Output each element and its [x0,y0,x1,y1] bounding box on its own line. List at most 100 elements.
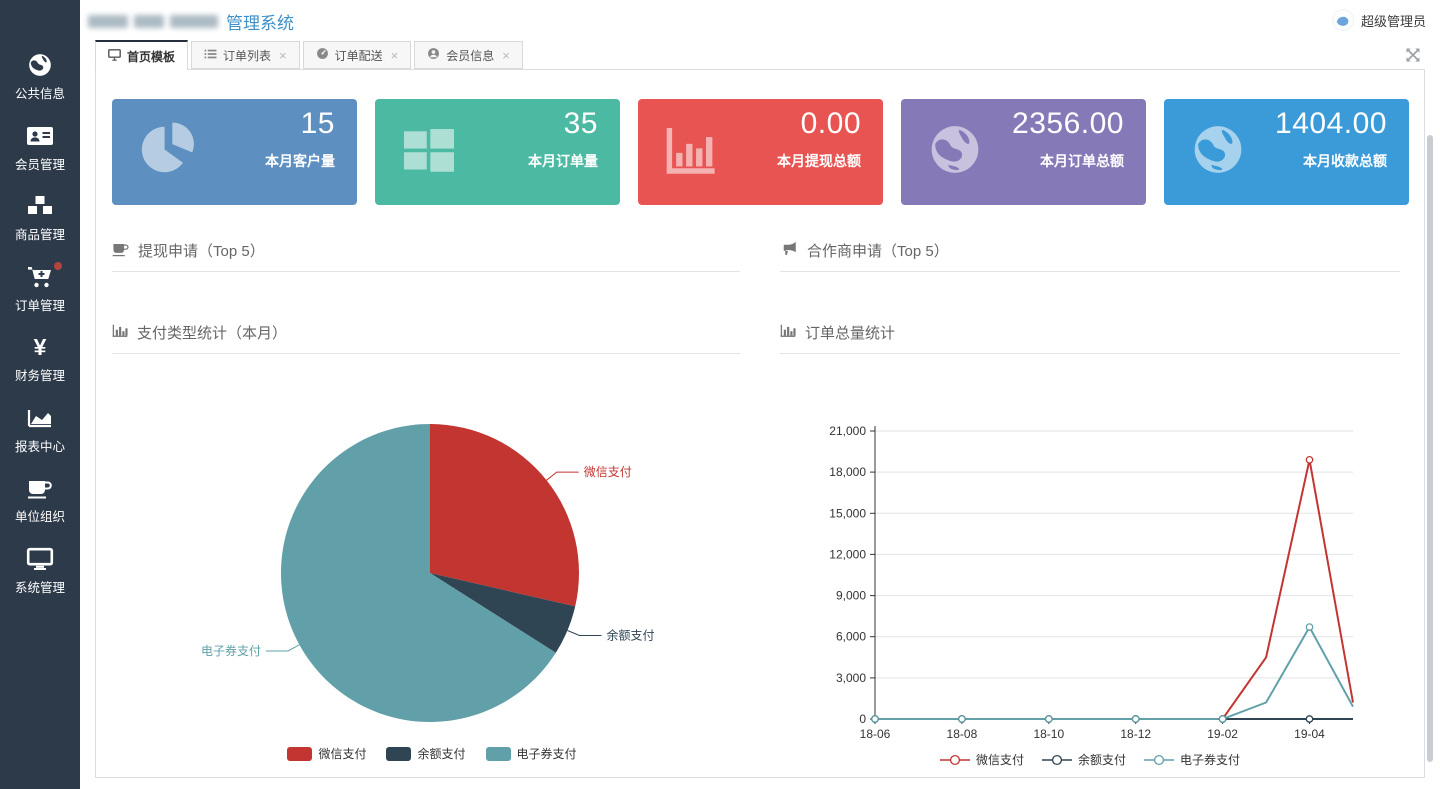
globe-icon [27,52,53,78]
svg-text:18,000: 18,000 [829,465,866,479]
user-menu[interactable]: 超级管理员 [1331,9,1426,31]
page-title: 管理系统 [226,13,294,33]
sidebar-item-public-info[interactable]: 公共信息 [0,42,80,113]
stat-value: 15 [300,107,335,140]
line-legend-item[interactable]: 余额支付 [1041,751,1126,768]
windows-icon [401,125,457,180]
svg-text:12,000: 12,000 [829,547,866,561]
tab-label: 会员信息 [446,48,495,63]
coffee-icon [112,241,129,261]
pie-legend-item[interactable]: 电子券支付 [485,745,577,762]
svg-text:6,000: 6,000 [836,630,866,644]
list-icon [204,48,217,63]
avatar[interactable] [1331,9,1354,31]
svg-text:电子券支付: 电子券支付 [201,643,261,658]
desktop-icon [108,48,121,64]
area-chart-icon [26,405,54,431]
section-withdraw-requests: 提现申请（Top 5） [112,230,740,272]
stat-value: 1404.00 [1275,107,1387,140]
pie-legend-item[interactable]: 微信支付 [287,745,366,762]
svg-text:18-12: 18-12 [1120,727,1151,741]
bar-chart-icon [112,323,128,342]
sidebar: 公共信息 会员管理 商品管理 订单管理 ¥ 财务管理 [0,0,80,789]
line-legend-item[interactable]: 电子券支付 [1144,751,1240,768]
tab-label: 订单列表 [223,48,272,63]
stat-cards: 15 本月客户量 35 本月订单量 0.00 本月提现总额 2356.00 本月… [112,99,1409,205]
address-card-icon [26,123,54,149]
cart-plus-icon [27,261,62,290]
svg-text:18-10: 18-10 [1033,727,1064,741]
stat-label: 本月客户量 [265,153,335,169]
svg-text:余额支付: 余额支付 [607,628,655,643]
sidebar-item-system[interactable]: 系统管理 [0,536,80,607]
close-icon[interactable]: × [502,47,510,63]
stat-card-order-amount: 2356.00 本月订单总额 [901,99,1146,205]
section-pay-type-stats: 支付类型统计（本月） [112,312,740,354]
svg-text:19-04: 19-04 [1294,727,1325,741]
svg-text:18-08: 18-08 [947,727,978,741]
tab-label: 订单配送 [334,48,383,63]
bar-chart-icon [780,323,796,342]
section-title: 支付类型统计（本月） [137,325,288,342]
section-order-total-stats: 订单总量统计 [780,312,1400,354]
sidebar-item-label: 会员管理 [14,157,65,172]
close-icon[interactable]: × [390,47,399,63]
user-circle-icon [427,47,440,63]
sidebar-item-reports[interactable]: 报表中心 [0,395,80,466]
legend-label: 电子券支付 [1180,753,1241,767]
legend-line-marker [1041,754,1072,765]
svg-text:微信支付: 微信支付 [584,465,632,479]
stat-value: 35 [563,107,598,140]
section-partner-requests: 合作商申请（Top 5） [780,230,1400,272]
legend-swatch [287,746,313,761]
sidebar-item-members[interactable]: 会员管理 [0,113,80,184]
svg-text:18-06: 18-06 [860,727,891,741]
order-total-line-chart[interactable]: 0 3,000 6,000 9,000 12,000 15,000 18,000 21,000… [780,420,1400,750]
sidebar-item-organization[interactable]: 单位组织 [0,465,80,536]
tab-label: 首页模板 [127,49,176,64]
bar-chart-icon [664,124,720,181]
globe-icon [927,122,983,183]
sidebar-item-label: 财务管理 [14,369,65,384]
stat-label: 本月提现总额 [777,153,861,169]
svg-text:0: 0 [859,712,866,726]
pie-legend-item[interactable]: 余额支付 [386,745,466,762]
sidebar-item-finance[interactable]: ¥ 财务管理 [0,324,80,395]
sidebar-nav: 公共信息 会员管理 商品管理 订单管理 ¥ 财务管理 [0,42,80,606]
sidebar-item-label: 订单管理 [14,298,65,313]
sidebar-item-label: 单位组织 [14,510,65,525]
tab-home-template[interactable]: 首页模板 [95,40,189,70]
globe-icon [1190,122,1246,183]
stat-value: 0.00 [800,107,861,140]
section-title: 合作商申请（Top 5） [807,243,949,260]
sidebar-item-label: 商品管理 [14,228,65,243]
legend-label: 微信支付 [975,753,1024,767]
sidebar-item-products[interactable]: 商品管理 [0,183,80,254]
close-icon[interactable]: × [279,47,287,63]
stat-label: 本月订单总额 [1040,153,1124,169]
svg-text:9,000: 9,000 [836,589,866,603]
sidebar-item-label: 报表中心 [14,439,65,454]
tab-order-list[interactable]: 订单列表 × [191,41,300,69]
stat-value: 2356.00 [1012,107,1124,140]
desktop-icon [26,546,54,572]
section-title: 提现申请（Top 5） [138,243,265,260]
coffee-icon [26,475,54,501]
svg-text:15,000: 15,000 [829,506,866,520]
sidebar-item-orders[interactable]: 订单管理 [0,254,80,325]
scrollbar-thumb[interactable] [1427,135,1433,762]
sidebar-item-label: 系统管理 [14,580,65,595]
pie-chart-legend: 微信支付 余额支付 电子券支付 [112,745,752,762]
stat-card-customers: 15 本月客户量 [112,99,357,205]
pie-chart-icon [138,121,196,184]
section-title: 订单总量统计 [805,325,896,342]
app-logo: 管理系统 [88,8,294,34]
fullscreen-toggle-icon[interactable] [1406,48,1420,62]
legend-label: 电子券支付 [516,747,577,761]
tab-order-delivery[interactable]: 订单配送 × [302,41,412,69]
stat-label: 本月订单量 [528,153,598,169]
notification-dot [54,261,62,270]
tab-member-info[interactable]: 会员信息 × [414,41,523,69]
line-legend-item[interactable]: 微信支付 [939,751,1024,768]
